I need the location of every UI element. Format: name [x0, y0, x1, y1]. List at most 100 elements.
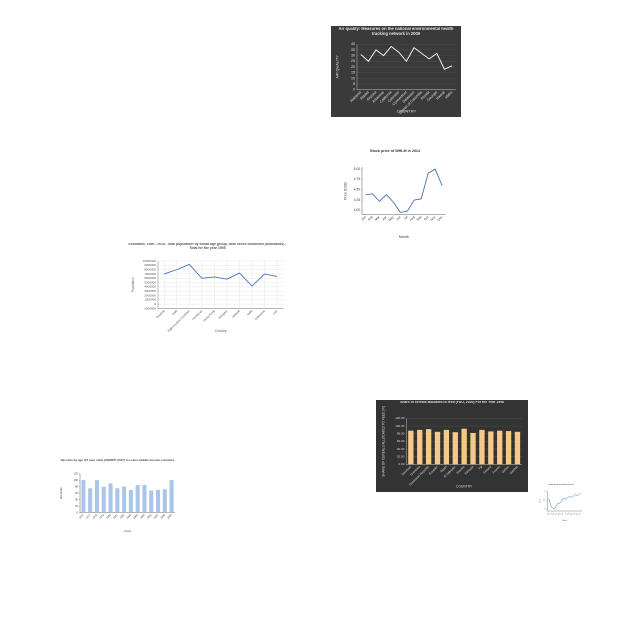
y-tick-label: 10: [351, 76, 355, 80]
chart-title: Air quality: Measures on the national en…: [338, 27, 454, 36]
y-tick-label: 0.00: [399, 462, 405, 466]
x-tick-label: Sep: [570, 513, 573, 516]
y-tick-label: 0: [77, 510, 79, 514]
bar: [452, 432, 458, 465]
x-tick-label: India: [246, 309, 254, 317]
x-tick-label: 1986: [146, 513, 153, 520]
line: [164, 263, 278, 287]
x-tick-label: Mar: [552, 512, 556, 516]
y-tick-label: 4000000: [144, 285, 156, 289]
x-tick-label: Hungary: [217, 309, 228, 320]
bar: [81, 480, 86, 513]
y-axis-label: AIR QUALITY: [336, 55, 340, 79]
y-tick-label: 6000000: [144, 276, 156, 280]
x-tick-label: Florida: [420, 90, 431, 101]
x-tick-label: Jul: [403, 215, 409, 221]
y-tick-label: 35: [351, 48, 355, 52]
x-tick-label: 1988: [159, 513, 166, 520]
x-tick-label: Gambia: [508, 465, 518, 475]
chart-background: [331, 26, 461, 117]
bar: [417, 429, 423, 465]
x-tick-label: Iceland: [231, 309, 241, 319]
x-tick-label: 1989: [166, 513, 173, 520]
bar: [149, 490, 154, 513]
x-tick-label: 1978: [91, 513, 98, 520]
y-tick-label: 4.00: [354, 208, 360, 212]
chart-background: [125, 242, 290, 337]
y-tick-label: 10000000: [143, 259, 157, 263]
bar: [128, 489, 133, 513]
y-tick-label: 15: [351, 71, 355, 75]
y-axis-label: Price: [540, 499, 542, 503]
x-tick-label: Georgia: [426, 90, 438, 102]
chart-title-box: Estimates, 1950 - 2020: Total population…: [128, 243, 287, 250]
x-tick-label: Feb: [367, 215, 374, 222]
y-tick-label: 5: [353, 82, 355, 86]
y-tick-label: 25: [351, 59, 355, 63]
x-tick-label: Jan: [360, 215, 367, 222]
x-axis-label: Month: [562, 519, 567, 522]
x-tick-label: Egypt: [439, 465, 447, 473]
line: [365, 168, 443, 213]
y-tick-label: 0: [353, 88, 355, 92]
chart-title-box: Share of cereals allocated to feed (FAO,…: [400, 401, 504, 404]
x-axis-label: Month: [399, 235, 409, 239]
y-tick-label: 9000000: [144, 263, 156, 267]
x-tick-label: Dominica: [409, 465, 421, 477]
y-tick-label: 40: [351, 42, 355, 46]
x-tick-label: Aug: [409, 215, 416, 222]
bar: [497, 430, 503, 465]
bar: [488, 431, 494, 465]
x-tick-label: Nov: [575, 512, 579, 516]
chart-title: Stock price of WHLM in 2014: [370, 149, 420, 153]
x-tick-label: Dec: [578, 512, 582, 516]
chart: Estimates, 1950 - 2020: Total population…: [125, 242, 290, 337]
x-tick-label: 1983: [125, 513, 132, 520]
x-tick-label: May: [388, 215, 395, 222]
x-tick-label: Finland: [482, 465, 492, 475]
y-tick-label: 60: [75, 491, 78, 495]
bar: [101, 486, 106, 513]
bar: [443, 429, 450, 465]
x-tick-label: 1985: [139, 513, 146, 520]
y-tick-label: 30: [351, 54, 355, 58]
y-tick-label: 20: [75, 504, 78, 508]
chart: Net ratio by age (15 year olds) (UNWPP, …: [55, 458, 180, 536]
x-tick-label: Jan: [546, 513, 549, 516]
bar: [408, 430, 414, 465]
chart-title: Estimates, 1950 - 2020: Total population…: [128, 243, 287, 250]
x-tick-label: Aug: [566, 512, 570, 516]
y-tick-label: 3000000: [144, 289, 156, 293]
x-tick-label: Oct: [423, 215, 429, 221]
bar: [425, 429, 432, 465]
x-tick-label: 1987: [152, 513, 159, 520]
chart-background: [340, 148, 450, 243]
y-tick-label: 100: [74, 478, 79, 482]
chart: Air quality: Measures on the national en…: [331, 26, 461, 117]
bar: [108, 483, 113, 513]
bar: [115, 488, 120, 513]
y-axis-label: Price (USD): [343, 182, 347, 200]
y-tick-label: -1000000: [143, 306, 156, 310]
y-tick-label: 5000000: [144, 280, 156, 284]
y-tick-label: 4.5: [543, 500, 545, 502]
y-tick-label: 4.75: [354, 177, 360, 181]
x-axis-label: Country: [215, 329, 227, 333]
y-tick-label: 60.00: [397, 439, 405, 443]
x-tick-label: Nov: [430, 215, 437, 222]
chart-title-box: Air quality: Measures on the national en…: [338, 27, 454, 36]
x-tick-label: France: [492, 465, 502, 475]
y-tick-label: 0: [154, 302, 156, 306]
x-tick-label: Jul: [564, 512, 567, 515]
y-tick-label: 80.00: [397, 432, 405, 436]
y-tick-label: 1000000: [144, 298, 156, 302]
x-tick-label: Apr: [555, 512, 559, 516]
bar: [88, 488, 93, 513]
bar: [142, 484, 147, 513]
x-axis-label: COUNTRY: [456, 484, 473, 488]
y-tick-label: 7000000: [144, 272, 156, 276]
bar: [470, 432, 476, 465]
y-tick-label: 20: [351, 65, 355, 69]
y-tick-label: 120: [74, 471, 79, 475]
bar: [479, 429, 485, 465]
